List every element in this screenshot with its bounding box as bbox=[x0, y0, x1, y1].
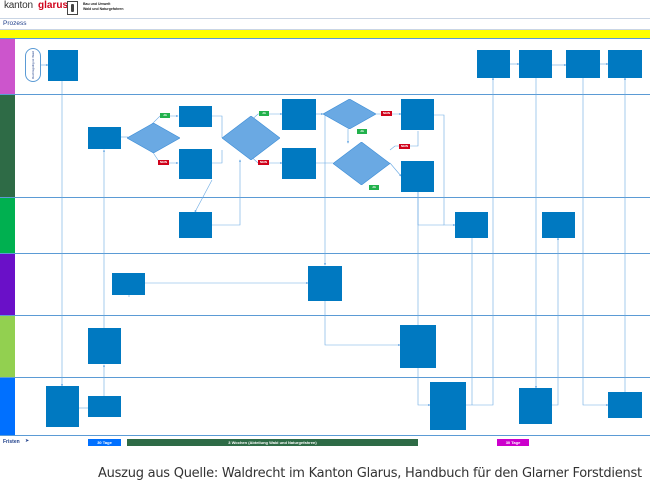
process-step bbox=[608, 50, 642, 78]
deadline-period: 30 Tage bbox=[88, 439, 121, 446]
decision-diamond bbox=[333, 142, 390, 185]
process-title: Prozess bbox=[3, 20, 27, 27]
yes-badge: JA bbox=[357, 129, 367, 134]
process-step bbox=[282, 99, 316, 130]
swimlane-6 bbox=[0, 377, 650, 436]
no-badge: NEIN bbox=[158, 160, 169, 165]
lane-color-marker bbox=[0, 378, 15, 435]
process-step bbox=[112, 273, 145, 295]
process-step bbox=[477, 50, 510, 78]
swimlane-1 bbox=[0, 38, 650, 94]
lane-color-marker bbox=[0, 254, 15, 315]
start-node: Rechtsgültig ist Wald bbox=[25, 48, 41, 82]
start-node-label: Rechtsgültig ist Wald bbox=[31, 51, 35, 79]
swimlane-2 bbox=[0, 94, 650, 197]
process-step bbox=[608, 392, 642, 418]
division-name: Wald und Naturgefahren bbox=[83, 7, 124, 11]
lane-color-marker bbox=[0, 316, 15, 377]
deadline-period: 3 Wochen (Abteilung Wald und Naturgefahr… bbox=[127, 439, 418, 446]
deadlines-row: Fristen ➤ 30 Tage 3 Wochen (Abteilung Wa… bbox=[0, 436, 650, 450]
decision-diamond bbox=[222, 116, 280, 160]
lane-color-marker bbox=[0, 198, 15, 253]
deadlines-label: Fristen bbox=[3, 439, 20, 445]
lane-color-marker bbox=[0, 39, 15, 94]
process-step bbox=[566, 50, 600, 78]
logo-kanton-text: kanton bbox=[4, 0, 33, 11]
decision-diamond bbox=[127, 123, 180, 153]
process-step bbox=[542, 212, 575, 238]
process-step bbox=[455, 212, 488, 238]
process-step bbox=[88, 396, 121, 417]
header: kanton glarus Bau und Umwelt Wald und Na… bbox=[0, 0, 650, 18]
no-badge: NEIN bbox=[258, 160, 269, 165]
process-header: Prozess bbox=[0, 18, 650, 30]
process-step bbox=[519, 388, 552, 424]
arrow-right-icon: ➤ bbox=[25, 438, 30, 444]
coat-of-arms-icon bbox=[67, 1, 78, 15]
process-step bbox=[519, 50, 552, 78]
process-step bbox=[282, 148, 316, 179]
process-step bbox=[88, 328, 121, 364]
process-step bbox=[179, 106, 212, 127]
yes-badge: JA bbox=[259, 111, 269, 116]
process-step bbox=[401, 161, 434, 192]
lane-color-marker bbox=[0, 95, 15, 197]
no-badge: NEIN bbox=[381, 111, 392, 116]
accent-bar bbox=[0, 30, 650, 38]
process-step bbox=[430, 382, 466, 430]
decision-diamond bbox=[323, 99, 376, 129]
yes-badge: JA bbox=[369, 185, 379, 190]
source-caption: Auszug aus Quelle: Waldrecht im Kanton G… bbox=[98, 466, 642, 481]
no-badge: NEIN bbox=[399, 144, 410, 149]
process-step bbox=[308, 266, 342, 301]
deadline-period: 30 Tage bbox=[497, 439, 529, 446]
process-step bbox=[401, 99, 434, 130]
department-name: Bau und Umwelt bbox=[83, 2, 111, 6]
yes-badge: JA bbox=[160, 113, 170, 118]
process-step bbox=[179, 149, 212, 179]
process-step bbox=[400, 325, 436, 368]
process-step bbox=[88, 127, 121, 149]
process-step bbox=[46, 386, 79, 427]
process-step bbox=[179, 212, 212, 238]
process-step bbox=[48, 50, 78, 81]
logo-glarus-text: glarus bbox=[38, 0, 69, 11]
